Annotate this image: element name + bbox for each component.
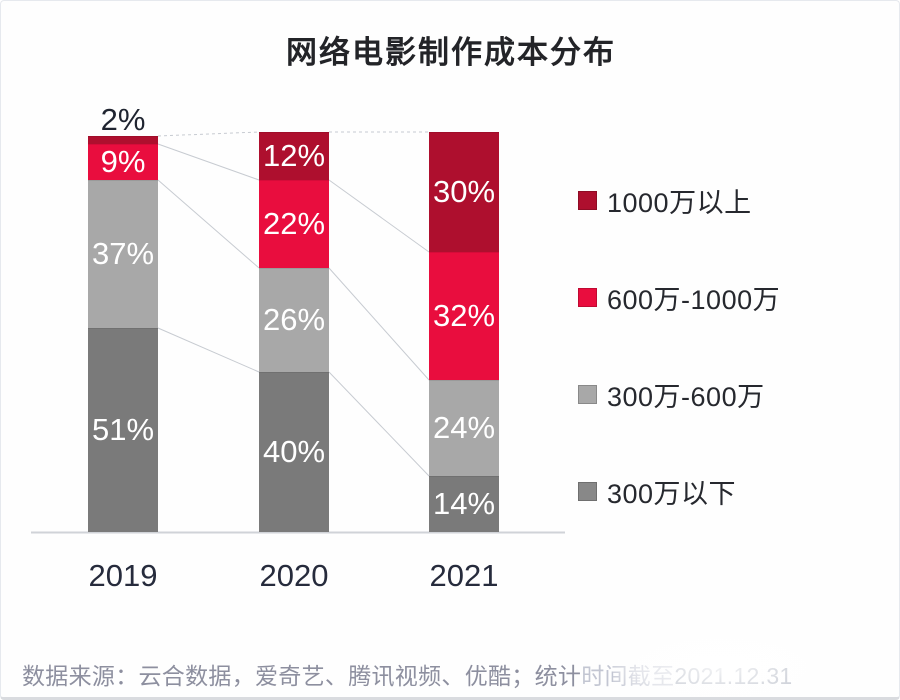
source-note: 数据来源：云合数据，爱奇艺、腾讯视频、优酷；统计时间截至2021.12.31 xyxy=(22,657,793,691)
bar-2019-segment xyxy=(88,144,158,180)
bar-2021-segment xyxy=(429,380,499,476)
segment-value-label: 37% xyxy=(91,236,155,271)
segment-value-label: 9% xyxy=(100,144,146,179)
legend-item: 300万以下 xyxy=(578,476,780,509)
legend-label: 300万以下 xyxy=(607,478,737,509)
chart-title: 网络电影制作成本分布 xyxy=(286,35,616,70)
segment-value-label: 26% xyxy=(262,302,326,337)
legend-label: 600万-1000万 xyxy=(607,284,781,315)
legend-item: 600万-1000万 xyxy=(578,282,780,315)
bar-2021-segment xyxy=(429,132,499,252)
segment-value-label: 22% xyxy=(262,206,326,241)
segment-value-label: 30% xyxy=(432,174,496,209)
bar-2020-segment xyxy=(259,268,329,372)
bar-2019-segment xyxy=(88,180,158,328)
segment-value-label: 12% xyxy=(262,138,326,173)
x-axis-label-2019: 2019 xyxy=(88,558,158,593)
x-axis-label-2020: 2020 xyxy=(259,558,329,593)
segment-value-label: 2% xyxy=(100,102,146,137)
legend-item: 300万-600万 xyxy=(578,379,780,412)
bar-2019-segment xyxy=(88,328,158,532)
bar-2019-segment xyxy=(88,136,158,144)
legend: 1000万以上 600万-1000万 300万-600万 300万以下 xyxy=(578,185,780,573)
bar-2021-segment xyxy=(429,252,499,380)
segment-value-label: 14% xyxy=(432,486,496,521)
x-axis-label-2021: 2021 xyxy=(429,558,499,593)
source-date: 2021.12.31 xyxy=(674,663,793,689)
legend-swatch-icon xyxy=(578,190,597,210)
segment-value-label: 40% xyxy=(262,434,326,469)
source-text-faded: 时间截至 xyxy=(581,663,675,689)
segment-value-label: 51% xyxy=(91,412,155,447)
bar-2020-segment xyxy=(259,372,329,532)
legend-item: 1000万以上 xyxy=(578,185,780,218)
bar-2021-segment xyxy=(429,476,499,532)
source-text: 数据来源：云合数据，爱奇艺、腾讯视频、优酷；统计 xyxy=(22,663,582,689)
legend-swatch-icon xyxy=(578,384,597,404)
legend-label: 300万-600万 xyxy=(607,381,765,412)
bar-2020-segment xyxy=(259,132,329,180)
legend-label: 1000万以上 xyxy=(607,187,752,218)
segment-value-label: 32% xyxy=(432,298,496,333)
legend-swatch-icon xyxy=(578,287,597,307)
bar-2020-segment xyxy=(259,180,329,268)
legend-swatch-icon xyxy=(578,481,597,501)
segment-value-label: 24% xyxy=(432,410,496,445)
